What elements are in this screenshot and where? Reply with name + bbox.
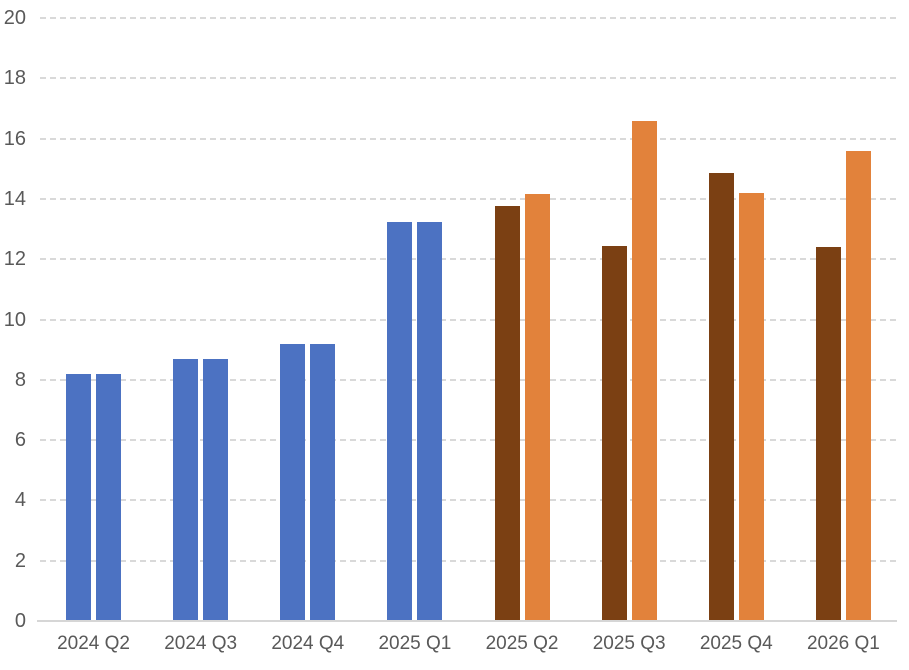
gridline-16 (40, 137, 897, 140)
gridline-20 (40, 17, 897, 19)
x-tick-label-2025-q3: 2025 Q3 (592, 633, 666, 654)
gridline-8 (40, 378, 897, 381)
x-axis: 2024 Q2 2024 Q3 2024 Q4 2025 Q1 2025 Q2 2025 … (40, 633, 897, 655)
y-tick-label-0: 0 (14, 610, 26, 632)
x-tick-label-2025-q1: 2025 Q1 (378, 633, 452, 654)
gridline-6 (40, 439, 897, 442)
gridline-12 (40, 258, 897, 261)
bar-group-2024-q2 (40, 18, 147, 621)
gridline-2 (40, 559, 897, 562)
plot-area (37, 17, 897, 622)
bar-group-2024-q4 (254, 18, 361, 621)
bar-2024-q3-left-bar (173, 358, 199, 621)
bar-group-2024-q3 (147, 18, 254, 621)
bar-2024-q4-left-bar (280, 343, 306, 621)
x-tick-label-2024-q3: 2024 Q3 (164, 633, 238, 654)
bar-group-2025-q3 (576, 18, 683, 621)
bar-2025-q2-left-bar (494, 206, 520, 621)
bar-2024-q2-left-bar (66, 373, 92, 621)
x-tick-label-2024-q4: 2024 Q4 (271, 633, 345, 654)
bar-group-2025-q2 (469, 18, 576, 621)
y-tick-label-16: 16 (3, 127, 26, 150)
bar-2024-q2-right-bar (96, 373, 122, 621)
y-tick-label-10: 10 (3, 308, 26, 331)
bar-2024-q3-right-bar (203, 358, 229, 621)
x-axis-line (37, 620, 897, 622)
x-tick-label-2025-q4: 2025 Q4 (699, 633, 773, 654)
y-tick-label-20: 20 (3, 7, 26, 29)
bar-2024-q4-right-bar (310, 343, 336, 621)
y-axis: 0 2 4 6 8 10 12 14 16 18 20 (0, 8, 26, 631)
gridline-4 (40, 499, 897, 502)
y-tick-label-6: 6 (14, 429, 26, 452)
y-tick-label-2: 2 (14, 549, 26, 572)
x-tick-label-2024-q2: 2024 Q2 (57, 633, 131, 654)
bar-2025-q2-right-bar (524, 194, 550, 621)
bar-group-2026-q1 (790, 18, 897, 621)
y-tick-label-12: 12 (3, 248, 26, 271)
bar-2025-q3-right-bar (631, 120, 657, 621)
bar-2025-q4-left-bar (708, 173, 734, 621)
bar-2025-q1-left-bar (387, 221, 413, 621)
bar-group-2025-q1 (361, 18, 468, 621)
bar-groups (40, 18, 897, 621)
y-tick-label-4: 4 (14, 489, 26, 512)
bar-2025-q3-left-bar (601, 245, 627, 621)
gridline-18 (40, 77, 897, 80)
bar-2025-q1-right-bar (417, 221, 443, 621)
gridline-14 (40, 197, 897, 200)
bar-2025-q4-right-bar (738, 192, 764, 621)
bar-2026-q1-right-bar (845, 150, 871, 621)
bar-group-2025-q4 (683, 18, 790, 621)
bar-2026-q1-left-bar (815, 247, 841, 621)
x-tick-label-2025-q2: 2025 Q2 (485, 633, 559, 654)
gridline-10 (40, 318, 897, 321)
y-tick-label-8: 8 (14, 368, 26, 391)
x-tick-label-2026-q1: 2026 Q1 (806, 633, 880, 654)
y-tick-label-14: 14 (3, 187, 26, 210)
y-tick-label-18: 18 (3, 67, 26, 90)
